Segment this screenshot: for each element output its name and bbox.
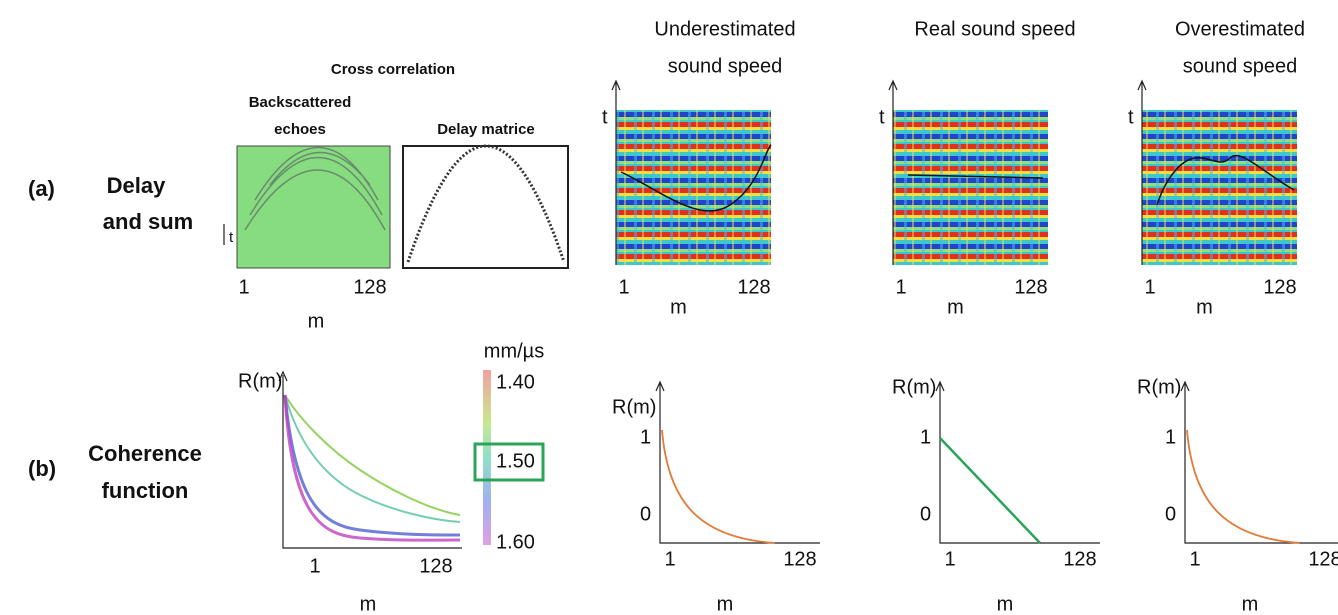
step-title: Cross correlation bbox=[331, 61, 455, 78]
tick-label: 1 bbox=[920, 426, 931, 448]
axes bbox=[935, 380, 1100, 544]
column-title: Overestimated bbox=[1175, 18, 1305, 40]
coherence-curve bbox=[1186, 429, 1301, 544]
tick-label: 128 bbox=[419, 555, 452, 577]
tick-label: 1 bbox=[944, 548, 955, 570]
colorbar-label: 1.40 bbox=[496, 371, 535, 393]
axis-label: R(m) bbox=[238, 370, 282, 392]
row-title: Coherence bbox=[88, 441, 202, 466]
tick-label: 1 bbox=[618, 276, 629, 298]
axis-label: R(m) bbox=[892, 376, 936, 398]
tick-label: 1 bbox=[895, 276, 906, 298]
tick-label: 1 bbox=[238, 276, 249, 298]
axis-label: m bbox=[717, 593, 734, 615]
row-label: (a) bbox=[28, 176, 55, 201]
heatmap bbox=[893, 110, 1048, 265]
column-title: Underestimated bbox=[654, 18, 795, 40]
step-title: Delay matrice bbox=[437, 121, 535, 138]
column-title: sound speed bbox=[668, 55, 783, 77]
axis-label: m bbox=[997, 593, 1014, 615]
highlight-box bbox=[473, 442, 545, 482]
echoes-image bbox=[236, 145, 391, 269]
tick-label: 128 bbox=[1308, 548, 1338, 570]
colorbar-label: 1.60 bbox=[496, 531, 535, 553]
tick-label: 0 bbox=[1165, 503, 1176, 525]
step-title: echoes bbox=[274, 121, 326, 138]
colorbar bbox=[483, 370, 491, 545]
column-title: Real sound speed bbox=[914, 18, 1075, 40]
axis-label: t bbox=[229, 229, 234, 246]
t-axis bbox=[611, 79, 621, 265]
axes bbox=[1180, 380, 1338, 544]
delay-curve bbox=[1156, 154, 1295, 206]
tick-label: 1 bbox=[1189, 548, 1200, 570]
axes bbox=[655, 380, 820, 544]
heatmap bbox=[1142, 110, 1297, 265]
step-title: Backscattered bbox=[249, 94, 352, 111]
row-label: (b) bbox=[28, 456, 56, 481]
tick-label: 128 bbox=[737, 276, 770, 298]
colorbar-unit: mm/µs bbox=[484, 340, 544, 362]
tick-label: 1 bbox=[640, 426, 651, 448]
tick-label: 1 bbox=[1144, 276, 1155, 298]
axis-label: t bbox=[879, 106, 885, 128]
axis-label: m bbox=[1196, 296, 1213, 318]
axis-label: R(m) bbox=[612, 396, 656, 418]
axis-label: m bbox=[308, 310, 325, 332]
tick-label: 128 bbox=[1263, 276, 1296, 298]
axis-label: t bbox=[1128, 106, 1134, 128]
t-axis bbox=[888, 79, 898, 265]
heatmap-overlay bbox=[616, 110, 771, 265]
delay-curve bbox=[907, 174, 1044, 179]
coherence-curve bbox=[661, 429, 776, 544]
axis-label: t bbox=[602, 106, 608, 128]
axis-label: m bbox=[360, 593, 377, 615]
axis-label: m bbox=[1242, 593, 1259, 615]
axis-label: m bbox=[947, 296, 964, 318]
row-title: function bbox=[102, 478, 189, 503]
delay-curve bbox=[620, 144, 772, 212]
colorbar-label: 1.50 bbox=[496, 450, 535, 472]
tick-label: 0 bbox=[920, 503, 931, 525]
coherence-curve bbox=[939, 437, 1041, 544]
axis-label: m bbox=[670, 296, 687, 318]
tick-label: 1 bbox=[664, 548, 675, 570]
axis-label: R(m) bbox=[1137, 376, 1181, 398]
row-title: Delay bbox=[107, 173, 166, 198]
tick-label: 128 bbox=[783, 548, 816, 570]
tick-label: 128 bbox=[1014, 276, 1047, 298]
tick-label: 1 bbox=[1165, 426, 1176, 448]
heatmap bbox=[616, 110, 772, 265]
tick-label: 128 bbox=[1063, 548, 1096, 570]
row-title: and sum bbox=[103, 209, 193, 234]
delay-matrix-image bbox=[402, 144, 569, 269]
tick-label: 1 bbox=[309, 555, 320, 577]
heatmap-overlay bbox=[1142, 110, 1297, 265]
tick-label: 0 bbox=[640, 503, 651, 525]
coherence-plot bbox=[278, 370, 462, 549]
heatmap-overlay bbox=[893, 110, 1048, 265]
t-axis bbox=[1137, 79, 1147, 265]
column-title: sound speed bbox=[1183, 55, 1298, 77]
tick-label: 128 bbox=[353, 276, 386, 298]
